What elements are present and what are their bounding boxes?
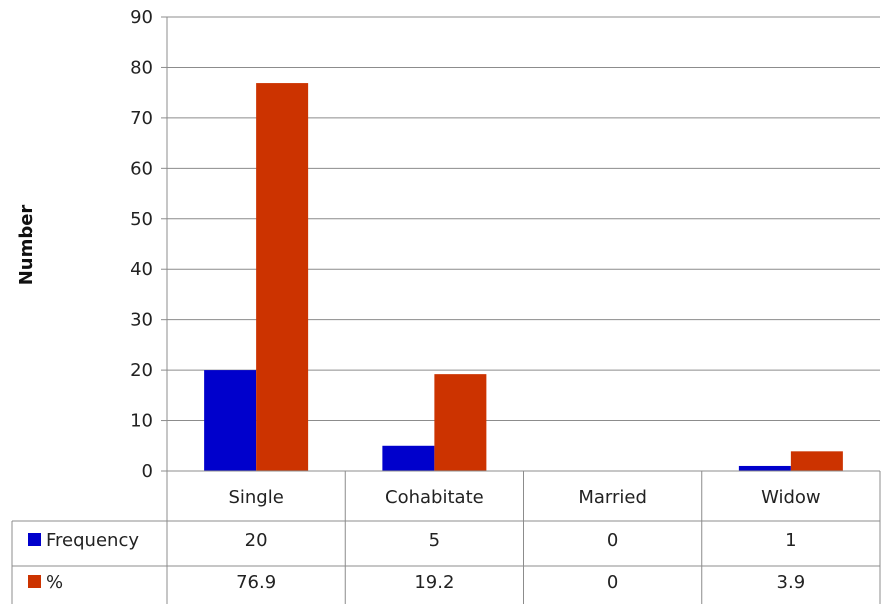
table-cell: 1 (785, 530, 796, 551)
table-cell: 0 (607, 530, 618, 551)
y-tick-label: 10 (130, 411, 153, 432)
table-cell: 19.2 (414, 572, 454, 593)
legend-swatch (28, 533, 41, 546)
y-tick-label: 60 (130, 158, 153, 179)
bars (204, 83, 843, 472)
legend-label: Frequency (46, 530, 139, 551)
bar-percent (256, 83, 309, 472)
legend-label: % (46, 572, 63, 593)
table-cell: 0 (607, 572, 618, 593)
bar-frequency (382, 445, 435, 471)
y-tick-label: 40 (130, 259, 153, 280)
table-cell: 5 (429, 530, 440, 551)
y-tick-label: 90 (130, 7, 153, 28)
y-axis-ticks: 0 10 20 30 40 50 60 70 80 90 (130, 7, 167, 482)
bar-percent (790, 451, 843, 471)
y-tick-label: 0 (142, 461, 153, 482)
x-category-label: Single (228, 487, 283, 508)
table-cell: 3.9 (777, 572, 806, 593)
y-tick-label: 50 (130, 209, 153, 230)
y-tick-label: 20 (130, 360, 153, 381)
x-category-label: Cohabitate (385, 487, 484, 508)
data-table: Single Cohabitate Married Widow Frequency 20 5… (11, 470, 881, 604)
y-axis-label: Number (16, 205, 37, 286)
table-cell: 20 (245, 530, 268, 551)
table-cell: 76.9 (236, 572, 276, 593)
x-category-label: Married (578, 487, 647, 508)
bar-percent (434, 374, 487, 471)
y-tick-label: 30 (130, 310, 153, 331)
bar-frequency (738, 465, 791, 471)
bar-frequency (204, 370, 257, 471)
x-category-label: Widow (761, 487, 821, 508)
y-tick-label: 70 (130, 108, 153, 129)
y-tick-label: 80 (130, 57, 153, 78)
legend-swatch (28, 575, 41, 588)
